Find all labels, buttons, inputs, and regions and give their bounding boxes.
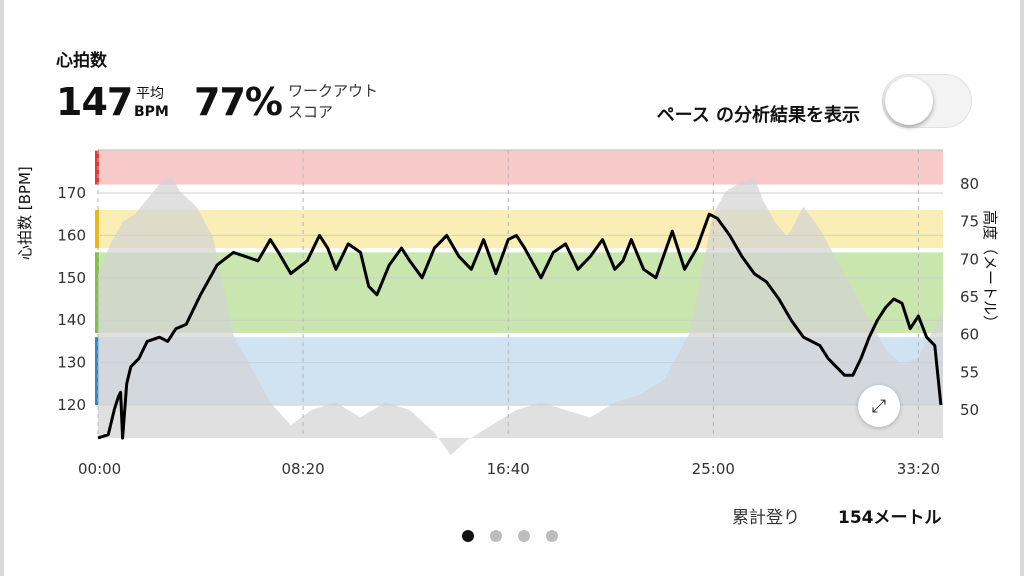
x-tick-label: 00:00 [78,460,121,478]
page-dot[interactable] [462,530,474,542]
chart-grid [97,149,943,438]
pace-toggle-switch[interactable] [882,74,972,128]
y-tick-label: 140 [57,311,86,329]
left-frame-edge [0,0,4,576]
x-tick-label: 08:20 [281,460,324,478]
y2-tick-label: 80 [960,175,979,193]
cumulative-climb-label: 累計登り [732,508,800,528]
y-axis-title-right: 高度（メートル） [981,210,999,331]
y-tick-label: 150 [57,269,86,287]
y-tick-label: 160 [57,226,86,244]
x-tick-label: 33:20 [897,460,940,478]
altitude-series-area [98,176,943,456]
workout-score-label-line2: スコア [288,103,334,121]
y2-tick-label: 60 [960,326,979,344]
toggle-knob [885,77,933,125]
section-title: 心拍数 [56,51,107,71]
workout-score-value: 77% [194,80,283,124]
workout-score-label-line1: ワークアウト [288,82,379,100]
right-frame-edge [1020,0,1024,576]
y-tick-label: 170 [57,184,86,202]
expand-arrows-icon: ⤢ [871,395,887,417]
pace-toggle-label: ペース の分析結果を表示 [656,105,860,126]
heart-rate-line [97,212,943,440]
zone-marker-yellow [95,209,99,249]
page-dot[interactable] [546,530,558,542]
x-tick-label: 25:00 [692,460,735,478]
y2-tick-label: 55 [960,363,979,381]
page-dot[interactable] [518,530,530,542]
expand-chart-button[interactable]: ⤢ [858,385,900,427]
bpm-unit-label: BPM [134,104,169,120]
zone-marker-blue [95,337,99,405]
y2-tick-label: 50 [960,401,979,419]
y2-tick-label: 75 [960,213,979,231]
x-tick-label: 16:40 [487,460,530,478]
y-tick-label: 120 [57,396,86,414]
zone-band-red [98,150,943,185]
heart-rate-line-layer [97,212,943,440]
page-indicator [462,530,558,542]
zone-marker-green [95,252,99,333]
heart-rate-chart: 120 130 140 150 160 170 50 55 60 65 70 75 80 00:00 08:… [57,149,979,478]
y2-tick-label: 65 [960,288,979,306]
cumulative-climb-value: 154メートル [838,508,942,528]
chart-axes: 120 130 140 150 160 170 50 55 60 65 70 75 80 00:00 08:… [57,175,979,478]
zone-marker-red [95,150,99,185]
avg-label: 平均 [136,86,164,102]
avg-bpm-value: 147 [56,80,133,124]
y-axis-title-left: 心拍数 [BPM] [16,166,34,260]
page-dot[interactable] [490,530,502,542]
y2-tick-label: 70 [960,250,979,268]
altitude-area [98,176,943,456]
y-tick-label: 130 [57,354,86,372]
